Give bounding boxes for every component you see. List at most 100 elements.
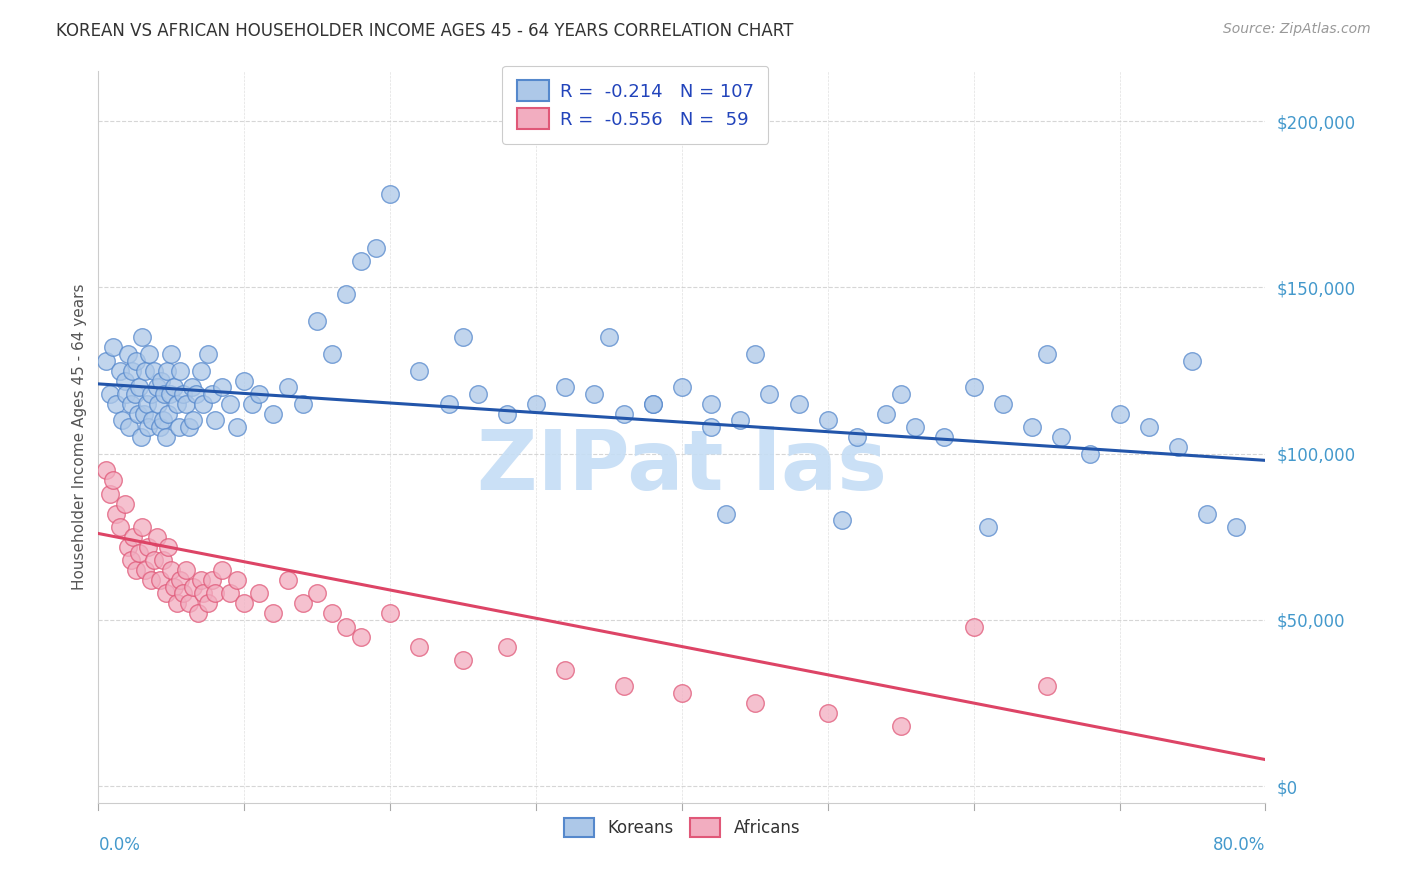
Point bbox=[121, 363, 143, 377]
Point bbox=[197, 347, 219, 361]
Point bbox=[335, 287, 357, 301]
Point bbox=[104, 397, 127, 411]
Point bbox=[139, 573, 162, 587]
Point bbox=[218, 397, 240, 411]
Point bbox=[122, 530, 145, 544]
Point bbox=[156, 363, 179, 377]
Point bbox=[177, 420, 200, 434]
Point bbox=[104, 507, 127, 521]
Point bbox=[612, 407, 634, 421]
Point bbox=[110, 363, 132, 377]
Point bbox=[181, 413, 204, 427]
Point bbox=[730, 413, 752, 427]
Point bbox=[291, 596, 314, 610]
Point bbox=[890, 387, 912, 401]
Point bbox=[218, 586, 240, 600]
Point bbox=[98, 387, 121, 401]
Point bbox=[172, 586, 194, 600]
Point bbox=[758, 387, 780, 401]
Point bbox=[247, 387, 270, 401]
Point bbox=[211, 563, 233, 577]
Point bbox=[904, 420, 927, 434]
Point bbox=[307, 314, 329, 328]
Point bbox=[977, 520, 1000, 534]
Point bbox=[641, 397, 664, 411]
Point bbox=[671, 686, 693, 700]
Point bbox=[321, 607, 343, 621]
Point bbox=[451, 653, 474, 667]
Point bbox=[177, 596, 200, 610]
Point bbox=[101, 473, 124, 487]
Point bbox=[1021, 420, 1043, 434]
Point bbox=[120, 397, 142, 411]
Point bbox=[114, 497, 136, 511]
Point bbox=[350, 253, 373, 268]
Point bbox=[262, 607, 284, 621]
Point bbox=[554, 380, 576, 394]
Point bbox=[94, 353, 117, 368]
Point bbox=[1195, 507, 1218, 521]
Point bbox=[169, 363, 191, 377]
Point bbox=[641, 397, 664, 411]
Point bbox=[1080, 447, 1102, 461]
Point bbox=[98, 486, 121, 500]
Text: ZIPat las: ZIPat las bbox=[477, 425, 887, 507]
Point bbox=[172, 387, 194, 401]
Point bbox=[197, 596, 219, 610]
Point bbox=[160, 563, 183, 577]
Point bbox=[612, 680, 634, 694]
Point bbox=[451, 330, 474, 344]
Point bbox=[187, 607, 209, 621]
Point bbox=[193, 586, 215, 600]
Point bbox=[155, 586, 177, 600]
Point bbox=[150, 374, 173, 388]
Point bbox=[117, 540, 139, 554]
Point bbox=[163, 580, 186, 594]
Point bbox=[136, 420, 159, 434]
Point bbox=[138, 347, 160, 361]
Point bbox=[115, 387, 138, 401]
Point bbox=[226, 573, 249, 587]
Point bbox=[291, 397, 314, 411]
Point bbox=[180, 380, 202, 394]
Point bbox=[174, 563, 197, 577]
Point bbox=[233, 374, 256, 388]
Point bbox=[380, 607, 402, 621]
Point bbox=[135, 397, 157, 411]
Point bbox=[166, 397, 188, 411]
Point bbox=[321, 347, 343, 361]
Point bbox=[875, 407, 897, 421]
Point bbox=[262, 407, 284, 421]
Point bbox=[364, 241, 387, 255]
Point bbox=[157, 407, 180, 421]
Point bbox=[114, 374, 136, 388]
Point bbox=[174, 397, 197, 411]
Point bbox=[962, 380, 984, 394]
Point bbox=[204, 413, 226, 427]
Point bbox=[148, 397, 170, 411]
Point bbox=[890, 719, 912, 733]
Point bbox=[700, 397, 723, 411]
Point bbox=[153, 387, 176, 401]
Point bbox=[152, 413, 174, 427]
Point bbox=[817, 413, 839, 427]
Point bbox=[163, 380, 186, 394]
Point bbox=[211, 380, 233, 394]
Point bbox=[1050, 430, 1073, 444]
Point bbox=[127, 407, 149, 421]
Point bbox=[496, 640, 519, 654]
Point bbox=[201, 573, 224, 587]
Point bbox=[1181, 353, 1204, 368]
Point bbox=[787, 397, 810, 411]
Point bbox=[132, 407, 155, 421]
Point bbox=[134, 563, 156, 577]
Point bbox=[166, 596, 188, 610]
Point bbox=[139, 387, 162, 401]
Point bbox=[124, 387, 146, 401]
Point bbox=[1035, 680, 1057, 694]
Point bbox=[181, 580, 204, 594]
Point bbox=[190, 573, 212, 587]
Text: KOREAN VS AFRICAN HOUSEHOLDER INCOME AGES 45 - 64 YEARS CORRELATION CHART: KOREAN VS AFRICAN HOUSEHOLDER INCOME AGE… bbox=[56, 22, 793, 40]
Point bbox=[583, 387, 606, 401]
Point bbox=[110, 520, 132, 534]
